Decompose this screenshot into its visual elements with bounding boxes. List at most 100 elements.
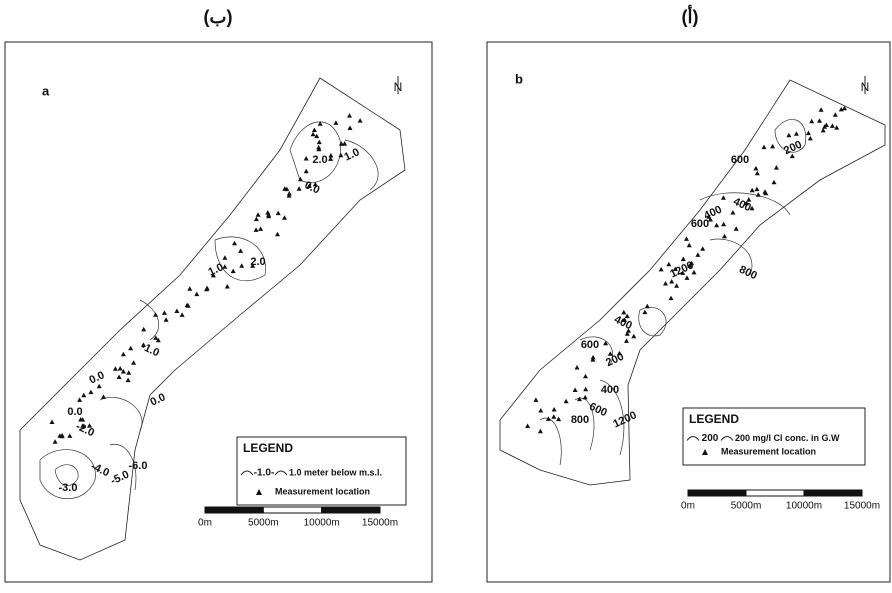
measurement-point — [128, 346, 133, 351]
contour-label: -2.0 — [74, 420, 96, 439]
measurement-point — [348, 126, 353, 131]
measurement-point — [88, 390, 93, 395]
measurement-point — [772, 180, 777, 185]
panel-letter: a — [42, 83, 50, 98]
measurement-point — [312, 128, 317, 133]
measurement-point — [276, 211, 281, 216]
contour-label: 200 — [604, 351, 626, 370]
legend-title: LEGEND — [243, 441, 293, 455]
measurement-point — [67, 433, 72, 438]
measurement-point — [117, 375, 122, 380]
measurement-point — [164, 317, 169, 322]
scale-label: 10000m — [786, 501, 822, 512]
scale-label: 0m — [681, 501, 695, 512]
legend-point-text: Measurement location — [275, 486, 370, 496]
scale-label: 15000m — [362, 518, 398, 529]
measurement-point — [754, 187, 759, 192]
measurement-point — [77, 397, 82, 402]
contour-label: 400 — [731, 196, 753, 215]
measurement-point — [328, 153, 333, 158]
contour-label: 600 — [587, 401, 609, 420]
scale-bar-segment — [746, 490, 804, 496]
measurement-point — [265, 210, 270, 215]
scale-label: 0m — [198, 518, 212, 529]
measurement-point — [304, 169, 309, 174]
measurement-point — [681, 257, 686, 262]
measurement-point — [721, 222, 726, 227]
contour-line — [140, 300, 159, 340]
measurement-point — [774, 165, 779, 170]
map-panel: (أ)2006004004006008001200600400200400600… — [487, 5, 890, 582]
measurement-point — [591, 355, 596, 360]
measurement-point — [621, 310, 626, 315]
scale-bar-segment — [263, 507, 321, 513]
measurement-point — [358, 118, 363, 123]
measurement-point — [225, 284, 230, 289]
measurement-point — [254, 217, 259, 222]
measurement-point — [121, 352, 126, 357]
measurement-point — [730, 210, 735, 215]
scale-label: 5000m — [731, 501, 762, 512]
measurement-point — [583, 395, 588, 400]
measurement-point — [583, 374, 588, 379]
measurement-point — [546, 416, 551, 421]
measurement-point — [755, 171, 760, 176]
measurement-point — [659, 267, 664, 272]
measurement-point — [174, 309, 179, 314]
measurement-point — [126, 370, 131, 375]
measurement-point — [298, 177, 303, 182]
measurement-point — [603, 341, 608, 346]
panel-caption: (ب) — [204, 7, 233, 27]
measurement-point — [669, 296, 674, 301]
measurement-point — [533, 397, 538, 402]
measurement-point — [131, 360, 136, 365]
contour-line — [345, 140, 378, 190]
measurement-point — [575, 365, 580, 370]
measurement-point — [180, 312, 185, 317]
measurement-point — [684, 236, 689, 241]
scale-bar-segment — [322, 507, 380, 513]
contour-label: 600 — [581, 339, 599, 351]
measurement-point — [282, 215, 287, 220]
legend-title: LEGEND — [689, 412, 739, 426]
measurement-point — [786, 133, 791, 138]
measurement-point — [81, 393, 86, 398]
measurement-point — [750, 188, 755, 193]
legend-line-text: 1.0 meter below m.s.l. — [289, 467, 382, 477]
measurement-point — [833, 112, 838, 117]
measurement-point — [564, 399, 569, 404]
contour-label: 1200 — [668, 259, 695, 280]
measurement-point — [538, 408, 543, 413]
measurement-point — [817, 118, 822, 123]
contour-label: 600 — [691, 218, 709, 230]
measurement-point — [304, 156, 309, 161]
measurement-point — [806, 131, 811, 136]
measurement-point — [254, 227, 259, 232]
contour-label: -3.0 — [59, 482, 78, 494]
measurement-point — [118, 366, 123, 371]
measurement-point — [97, 384, 102, 389]
measurement-point — [339, 141, 344, 146]
contour-label: 400 — [601, 384, 619, 396]
measurement-point — [756, 192, 761, 197]
measurement-point — [222, 255, 227, 260]
measurement-point — [700, 246, 705, 251]
measurement-point — [153, 312, 158, 317]
contour-label: 800 — [571, 414, 589, 426]
measurement-point — [50, 420, 55, 425]
measurement-point — [834, 125, 839, 130]
measurement-point — [258, 226, 263, 231]
measurement-point — [101, 394, 106, 399]
contour-line — [639, 307, 666, 336]
measurement-point — [347, 113, 352, 118]
measurement-point — [153, 335, 158, 340]
measurement-point — [631, 334, 636, 339]
measurement-point — [317, 140, 322, 145]
measurement-point — [231, 269, 236, 274]
measurement-point — [819, 107, 824, 112]
legend-line-label: 200 — [702, 433, 719, 444]
measurement-point — [830, 123, 835, 128]
measurement-point — [642, 310, 647, 315]
measurement-point — [316, 145, 321, 150]
measurement-point — [687, 243, 692, 248]
